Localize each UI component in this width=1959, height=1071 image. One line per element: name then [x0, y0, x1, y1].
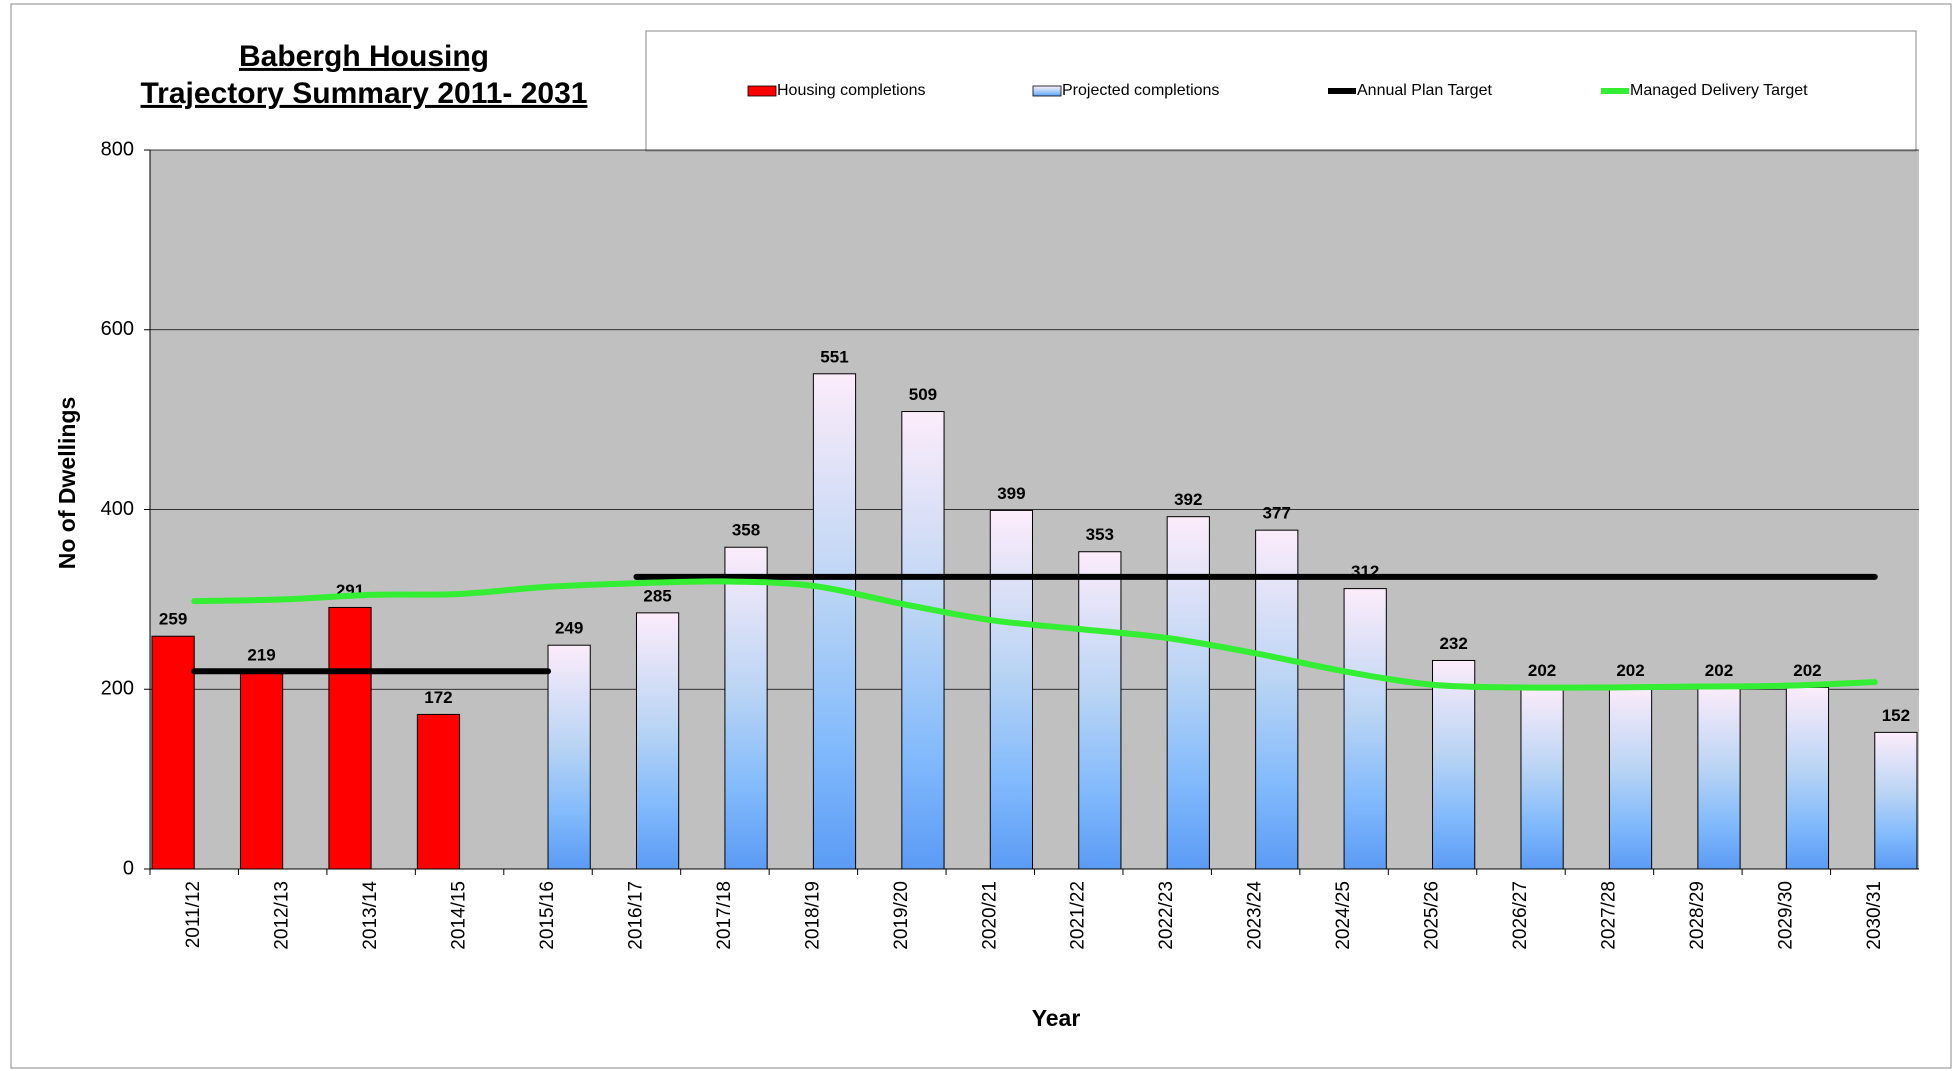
x-tick-label: 2021/22 [1068, 881, 1089, 950]
x-tick-label: 2027/28 [1598, 881, 1619, 950]
bar [1078, 551, 1122, 870]
value-label: 509 [909, 385, 937, 404]
x-tick-label: 2019/20 [891, 881, 912, 950]
y-tick-label: 400 [101, 498, 134, 520]
x-tick-label: 2012/13 [272, 881, 293, 950]
legend-swatch [747, 85, 777, 97]
value-label: 202 [1705, 661, 1733, 680]
legend-swatch [1032, 85, 1062, 97]
bar [151, 635, 195, 870]
bar [989, 509, 1034, 870]
x-tick-label: 2016/17 [625, 881, 646, 950]
bar [635, 612, 680, 870]
x-tick-label: 2017/18 [714, 881, 735, 950]
bar [724, 546, 768, 870]
bar [812, 373, 857, 870]
bar [1432, 659, 1476, 870]
value-label: 358 [732, 521, 760, 540]
bar [1255, 529, 1299, 870]
legend-label: Housing completions [777, 82, 926, 99]
value-label: 399 [997, 484, 1025, 503]
bar [1343, 588, 1387, 870]
value-label: 219 [247, 646, 275, 665]
y-tick-label: 0 [123, 857, 134, 879]
y-tick-label: 200 [101, 678, 134, 700]
x-tick-label: 2020/21 [979, 881, 1000, 950]
value-label: 353 [1086, 525, 1114, 544]
value-label: 202 [1793, 661, 1821, 680]
value-label: 232 [1439, 634, 1467, 653]
bar [1785, 686, 1830, 870]
x-axis-label: Year [1032, 1005, 1081, 1031]
legend-label: Annual Plan Target [1357, 82, 1492, 99]
x-tick-label: 2014/15 [449, 881, 470, 950]
bar [1166, 516, 1210, 870]
value-label: 172 [424, 688, 452, 707]
bar [328, 606, 372, 870]
bar [239, 671, 284, 870]
legend-label: Projected completions [1062, 82, 1219, 99]
x-tick-label: 2022/23 [1156, 881, 1177, 950]
x-tick-label: 2026/27 [1510, 881, 1531, 950]
value-label: 392 [1174, 490, 1202, 509]
x-tick-label: 2025/26 [1422, 881, 1443, 950]
x-tick-label: 2023/24 [1245, 881, 1266, 950]
x-tick-label: 2015/16 [537, 881, 558, 950]
value-label: 285 [643, 586, 671, 605]
value-label: 202 [1528, 661, 1556, 680]
bar [1520, 686, 1564, 870]
bar [547, 644, 591, 870]
y-tick-label: 600 [101, 318, 134, 340]
bar [416, 713, 461, 870]
y-tick-label: 800 [101, 138, 134, 160]
x-tick-label: 2011/12 [183, 881, 204, 948]
value-label: 249 [555, 619, 583, 638]
x-tick-label: 2024/25 [1333, 881, 1354, 950]
value-label: 259 [159, 610, 187, 629]
line [191, 578, 1878, 691]
x-tick-label: 2029/30 [1775, 881, 1796, 950]
chart-title: Babergh Housing [239, 40, 489, 73]
legend [645, 30, 1917, 152]
x-tick-label: 2030/31 [1864, 881, 1885, 950]
legend-label: Managed Delivery Target [1630, 82, 1808, 99]
bar [1874, 731, 1918, 870]
bar [1697, 686, 1741, 870]
y-axis-label: No of Dwellings [54, 397, 80, 570]
chart-subtitle: Trajectory Summary 2011- 2031 [141, 77, 588, 110]
bar [1608, 686, 1653, 870]
x-tick-label: 2028/29 [1687, 881, 1708, 950]
value-label: 551 [820, 347, 848, 366]
x-tick-label: 2013/14 [360, 881, 381, 950]
value-label: 202 [1616, 661, 1644, 680]
value-label: 152 [1882, 706, 1910, 725]
value-label: 377 [1263, 504, 1291, 523]
x-tick-label: 2018/19 [802, 881, 823, 950]
bar [901, 411, 945, 870]
